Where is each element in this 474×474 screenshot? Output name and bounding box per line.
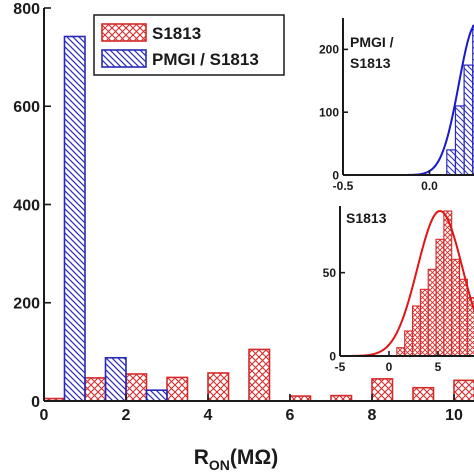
main-bar-1-1 (104, 356, 127, 401)
main-bar-0-8 (371, 378, 394, 401)
inset-s1813-bar-0-1 (404, 330, 414, 357)
legend-label-s1813: S1813 (152, 24, 201, 43)
inset-pmgi-axes: -0.50.00.50100200 (319, 18, 474, 193)
main-x-tick-label-4: 8 (368, 407, 377, 424)
inset-s1813-histogram: -50510050 S1813 (323, 206, 474, 374)
legend-swatch-pmgi (101, 49, 147, 68)
inset-s1813-bars (396, 210, 474, 357)
inset-pmgi-y-tick-label-1: 100 (319, 106, 339, 120)
legend: S1813 PMGI / S1813 (93, 14, 285, 76)
inset-pmgi-y-tick-label-0: 0 (332, 168, 339, 182)
inset-pmgi-bar-0-0 (446, 149, 457, 176)
main-x-tick-label-0: 0 (40, 407, 49, 424)
main-bars (44, 35, 474, 401)
inset-s1813-x-tick-label-0: -5 (335, 360, 346, 374)
main-bar-1-0 (63, 35, 86, 401)
inset-s1813-bar-0-7 (451, 258, 461, 357)
inset-s1813-bar-0-8 (459, 278, 468, 357)
inset-s1813-axes: -50510050 (323, 206, 474, 374)
x-label-unit: (MΩ) (230, 446, 278, 469)
inset-s1813-y-tick-label-1: 50 (323, 266, 337, 280)
inset-pmgi-title-line2: S1813 (350, 55, 391, 71)
main-y-tick-label-3: 600 (13, 99, 40, 116)
main-y-tick-label-0: 0 (31, 394, 40, 411)
inset-s1813-bar-0-2 (411, 305, 421, 357)
main-bar-0-1 (84, 377, 107, 401)
x-label-subscript: ON (209, 457, 230, 473)
inset-pmgi-x-tick-label-0: -0.5 (333, 179, 354, 193)
main-x-tick-label-5: 10 (445, 407, 463, 424)
main-y-tick-label-2: 400 (13, 197, 40, 214)
inset-pmgi-bar-0-3 (472, 24, 474, 176)
legend-swatch-s1813 (101, 23, 147, 42)
inset-s1813-title: S1813 (346, 210, 387, 226)
main-bar-1-2 (145, 389, 168, 401)
main-bar-0-9 (412, 386, 435, 401)
inset-pmgi-title-line1: PMGI / (350, 34, 394, 50)
main-x-tick-label-1: 2 (122, 407, 131, 424)
legend-label-pmgi: PMGI / S1813 (152, 50, 259, 69)
main-y-tick-label-4: 800 (13, 1, 40, 18)
inset-pmgi-bar-0-2 (463, 64, 474, 176)
main-x-tick-label-3: 6 (286, 407, 295, 424)
main-bar-0-7 (330, 394, 353, 401)
inset-s1813-bar-0-3 (419, 288, 429, 357)
main-bar-0-10 (453, 379, 474, 401)
inset-s1813-bar-0-6 (443, 210, 453, 357)
main-bar-0-2 (125, 373, 148, 401)
inset-pmgi-title: PMGI / S1813 (350, 34, 397, 71)
inset-s1813-bar-0-4 (427, 268, 437, 357)
inset-pmgi-bar-0-1 (454, 105, 465, 176)
main-bar-0-3 (166, 376, 189, 401)
main-y-tick-label-1: 200 (13, 296, 40, 313)
x-label-main: R (194, 446, 209, 469)
inset-s1813-bar-0-0 (396, 347, 406, 357)
inset-pmgi-y-tick-label-2: 200 (319, 43, 339, 57)
main-x-axis-label: RON(MΩ) (194, 446, 279, 473)
inset-s1813-x-tick-label-2: 5 (435, 360, 442, 374)
main-bar-0-4 (207, 372, 230, 401)
inset-pmgi-background (343, 18, 474, 175)
main-bar-0-5 (248, 348, 271, 401)
inset-pmgi-histogram: -0.50.00.50100200 PMGI / S1813 (319, 18, 474, 193)
inset-pmgi-x-tick-label-1: 0.0 (421, 179, 438, 193)
inset-s1813-x-tick-label-1: 0 (386, 360, 393, 374)
inset-s1813-y-tick-label-0: 0 (329, 349, 336, 363)
main-x-tick-label-2: 4 (204, 407, 213, 424)
inset-s1813-bar-0-5 (435, 238, 445, 357)
